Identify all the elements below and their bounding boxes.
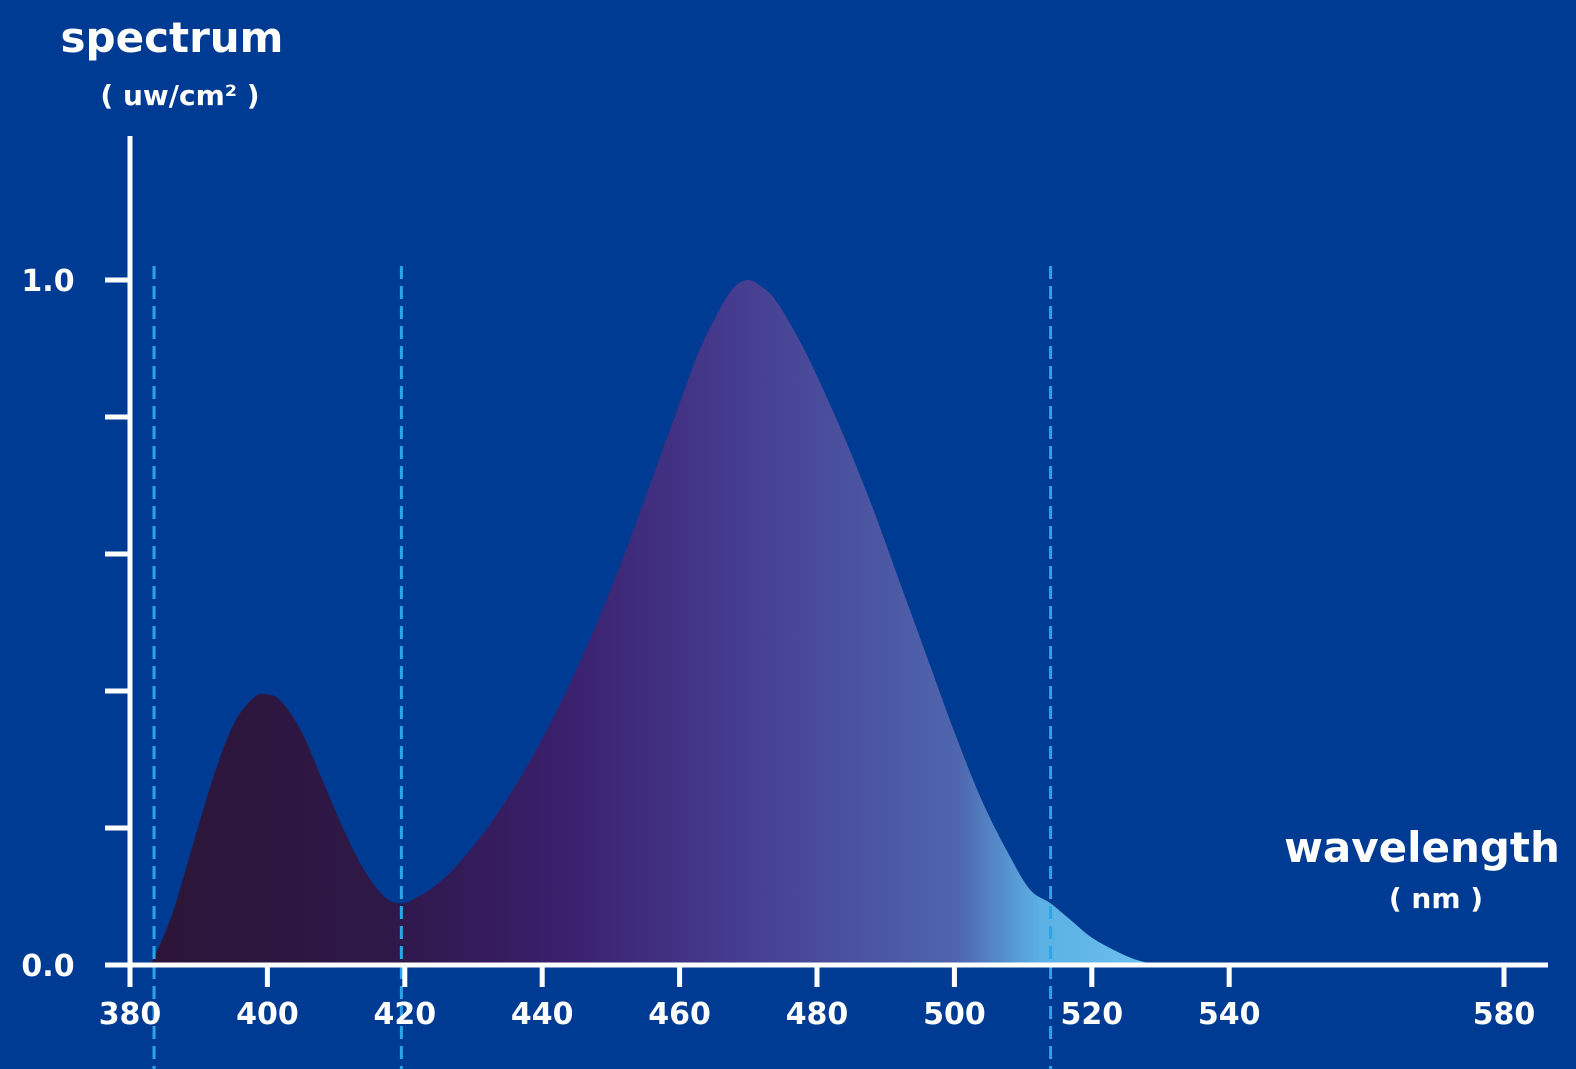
x-tick-label: 380	[99, 997, 162, 1032]
y-axis-label: spectrum	[61, 13, 284, 62]
y-axis-unit: ( uw/cm² )	[100, 79, 259, 112]
spectrum-area	[150, 280, 1161, 965]
x-tick-label: 580	[1473, 997, 1536, 1032]
x-axis-unit: ( nm )	[1389, 882, 1483, 915]
x-tick-label: 440	[511, 997, 574, 1032]
x-tick-label: 460	[648, 997, 711, 1032]
x-tick-label: 520	[1060, 997, 1123, 1032]
y-tick-label: 0.0	[21, 949, 74, 984]
x-tick-label: 540	[1198, 997, 1261, 1032]
x-axis-label: wavelength	[1284, 823, 1560, 872]
y-tick-label: 1.0	[21, 264, 74, 299]
x-tick-label: 400	[236, 997, 299, 1032]
x-tick-label: 420	[373, 997, 436, 1032]
x-tick-label: 480	[786, 997, 849, 1032]
x-tick-label: 500	[923, 997, 986, 1032]
